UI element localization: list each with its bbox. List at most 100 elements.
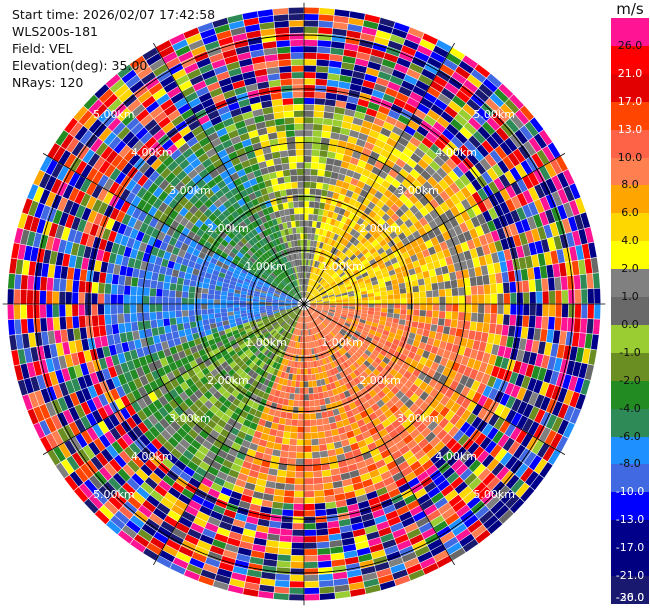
gate-cell [309, 266, 312, 273]
gate-cell [412, 179, 423, 190]
gate-cell [412, 230, 421, 240]
gate-cell [382, 356, 391, 365]
gate-cell [351, 407, 360, 416]
gate-cell [525, 364, 535, 378]
gate-cell [213, 476, 226, 487]
ppi-plot: 1.00km1.00km1.00km1.00km2.00km2.00km2.00… [2, 2, 606, 606]
gate-cell [213, 381, 222, 391]
gate-cell [347, 96, 359, 105]
gate-cell [445, 512, 460, 526]
gate-cell [214, 290, 222, 296]
gate-cell [292, 354, 296, 361]
gate-cell [560, 317, 568, 332]
gate-cell [475, 505, 490, 519]
gate-cell [391, 69, 406, 80]
gate-cell [334, 312, 341, 316]
gate-cell [20, 275, 28, 290]
gate-cell [360, 313, 368, 318]
gate-cell [242, 528, 256, 538]
gate-cell [119, 332, 128, 343]
gate-cell [165, 425, 177, 436]
gate-cell [317, 269, 322, 276]
gate-cell [383, 276, 391, 283]
gate-cell [306, 342, 309, 349]
gate-cell [343, 404, 352, 412]
gate-cell [542, 291, 549, 304]
gate-cell [227, 304, 234, 308]
gate-cell [321, 337, 327, 344]
gate-cell [528, 242, 537, 256]
gate-cell [295, 308, 300, 314]
gate-cell [334, 326, 341, 332]
gate-cell [434, 391, 445, 403]
gate-cell [132, 268, 140, 278]
gate-cell [299, 342, 302, 349]
gate-cell [452, 304, 459, 312]
gate-cell [394, 299, 401, 304]
gate-cell [178, 545, 194, 558]
gate-cell [401, 419, 412, 429]
gate-cell [292, 341, 296, 348]
gate-cell [254, 531, 268, 540]
gate-cell [363, 262, 371, 269]
gate-cell [411, 279, 419, 287]
gate-cell [309, 335, 312, 342]
gate-cell [331, 474, 342, 482]
gate-cell [457, 364, 467, 375]
gate-cell [463, 366, 473, 377]
gate-cell [367, 314, 374, 319]
gate-cell [227, 432, 237, 442]
gate-cell [247, 569, 262, 578]
gate-cell [91, 282, 99, 294]
gate-cell [414, 397, 424, 408]
gate-cell [508, 325, 516, 337]
gate-cell [227, 368, 236, 377]
gate-cell [342, 297, 349, 300]
gate-cell [54, 265, 62, 279]
gate-cell [304, 529, 317, 536]
gate-cell [262, 330, 269, 337]
gate-cell [355, 306, 362, 310]
gate-cell [358, 553, 373, 563]
gate-cell [503, 347, 512, 359]
gate-cell [284, 372, 290, 380]
gate-cell [335, 310, 342, 314]
gate-cell [327, 449, 337, 457]
gate-cell [335, 373, 342, 381]
gate-cell [531, 439, 544, 455]
gate-cell [410, 444, 422, 455]
gate-cell [453, 429, 465, 442]
gate-cell [273, 323, 279, 329]
gate-cell [381, 304, 388, 309]
gate-cell [189, 315, 196, 323]
gate-cell [516, 245, 525, 258]
gate-cell [324, 285, 331, 290]
gate-cell [477, 486, 491, 500]
gate-cell [352, 385, 360, 393]
gate-cell [325, 286, 332, 291]
gate-cell [594, 288, 601, 304]
gate-cell [205, 434, 217, 445]
gate-cell [324, 274, 330, 280]
gate-cell [445, 311, 452, 320]
gate-cell [518, 448, 531, 463]
gate-cell [419, 206, 429, 217]
gate-cell [351, 151, 362, 160]
gate-cell [151, 272, 159, 281]
gate-cell [132, 425, 144, 438]
gate-cell [237, 547, 252, 557]
gate-cell [298, 400, 304, 407]
gate-cell [306, 292, 310, 299]
gate-cell [466, 259, 474, 269]
gate-cell [233, 300, 240, 304]
gate-cell [299, 309, 302, 316]
gate-cell [274, 376, 281, 384]
gate-cell [307, 266, 310, 273]
gate-cell [246, 428, 256, 437]
gate-cell [455, 190, 466, 202]
gate-cell [178, 271, 186, 279]
gate-cell [539, 381, 550, 396]
gate-cell [320, 313, 326, 318]
gate-cell [167, 339, 176, 348]
gate-cell [332, 284, 338, 290]
